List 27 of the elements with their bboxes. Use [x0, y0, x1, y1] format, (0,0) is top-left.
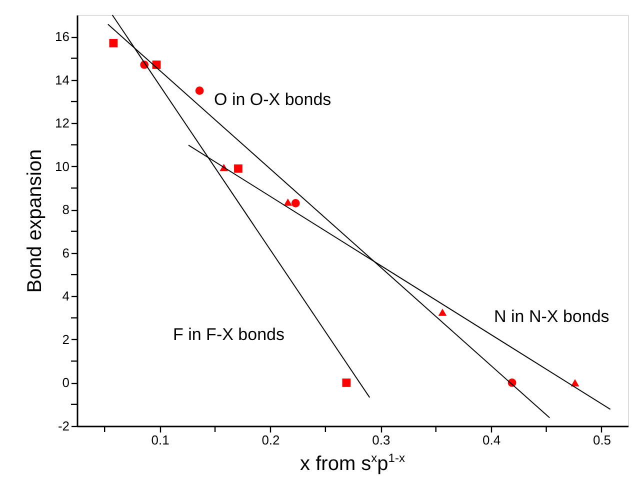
point	[195, 86, 204, 95]
y-tick-label: 8	[62, 202, 70, 218]
x-tick-label: 0.1	[151, 432, 170, 448]
y-tick-label: 16	[55, 29, 70, 44]
point	[234, 164, 242, 173]
x-tick-label: 0.5	[592, 432, 612, 448]
point	[109, 38, 118, 48]
y-tick-label: 12	[55, 116, 70, 131]
y-tick-label: 2	[62, 332, 70, 347]
point	[438, 308, 447, 316]
y-tick-label: 14	[55, 72, 70, 88]
annotation: N in N-X bonds	[494, 307, 610, 326]
y-tick-label: 10	[55, 158, 70, 174]
point	[570, 379, 580, 386]
point	[342, 378, 351, 387]
annotation: O in O-X bonds	[214, 90, 332, 109]
y-axis-title: Bond expansion	[24, 149, 46, 293]
x-tick-label: 0.3	[372, 432, 390, 448]
y-tick-label: 0	[62, 375, 70, 390]
y-tick-label: 4	[62, 288, 70, 304]
y-tick-label: -2	[58, 418, 70, 434]
annotation: F in F-X bonds	[173, 325, 284, 344]
point	[284, 198, 292, 206]
x-tick-label: 0.2	[262, 432, 280, 448]
point	[291, 199, 300, 208]
y-tick-label: 6	[62, 245, 70, 260]
x-tick-label: 0.4	[482, 432, 501, 448]
